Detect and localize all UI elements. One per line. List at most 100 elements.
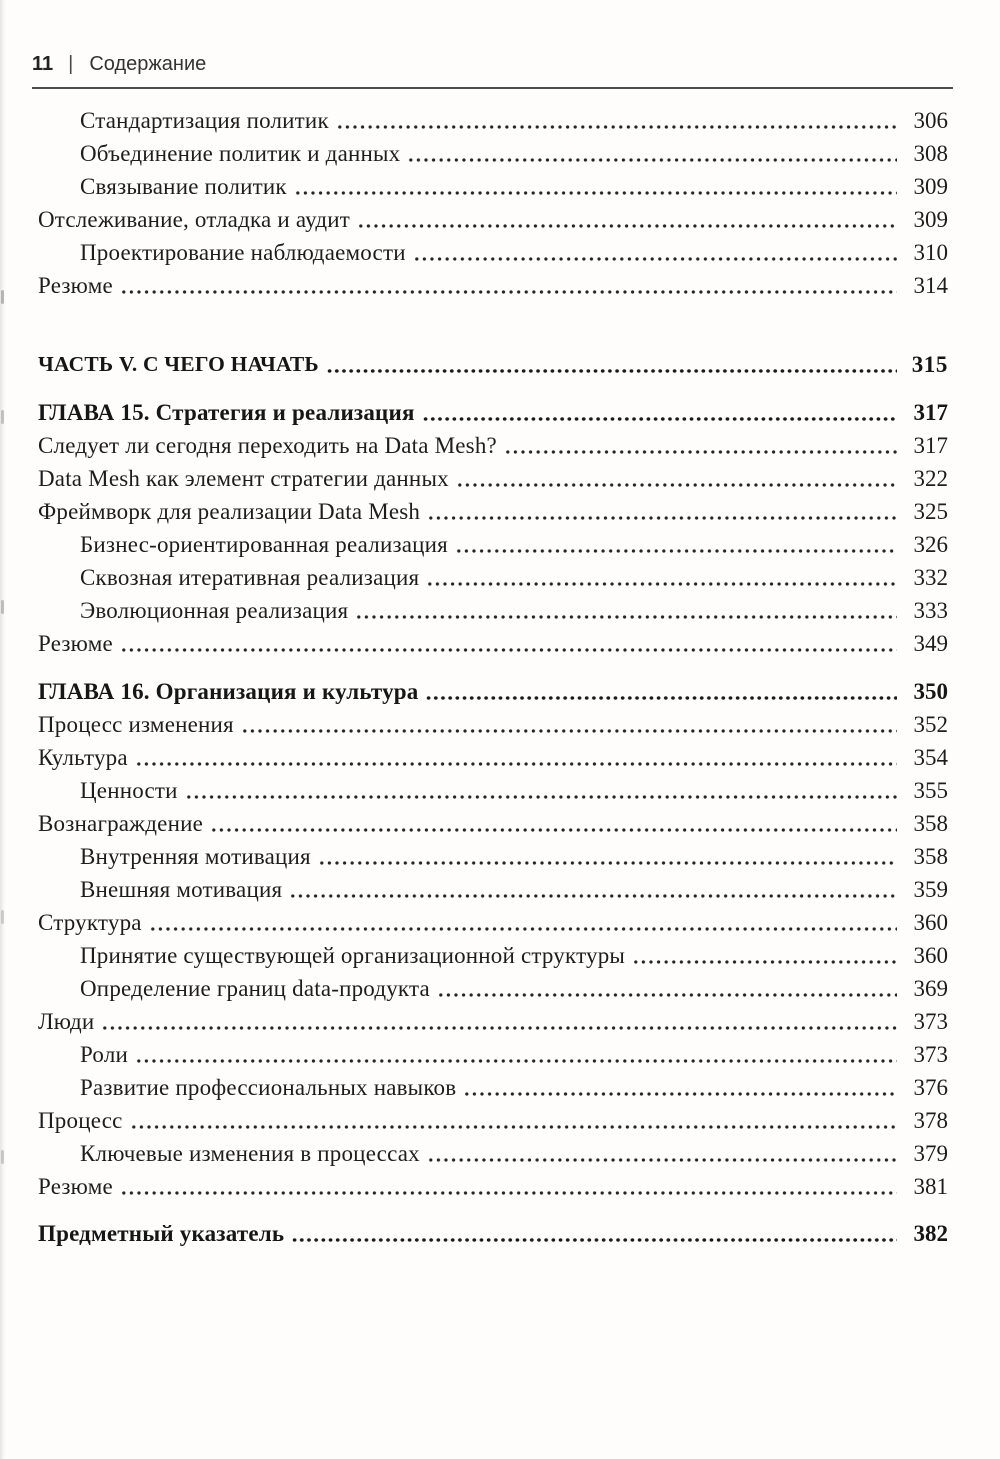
toc-entry: Внутренняя мотивация 358 [38, 839, 948, 872]
dot-leader [421, 395, 897, 428]
toc-entry: Отслеживание, отладка и аудит 309 [38, 202, 948, 235]
toc-entry-page-number: 317 [913, 400, 949, 425]
toc-entry-page-number: 314 [913, 273, 949, 298]
dot-leader [455, 461, 897, 494]
dot-leader [134, 740, 897, 773]
toc-entry-label: Внешняя мотивация [80, 877, 283, 902]
toc-entry-page-number: 317 [913, 433, 949, 458]
toc-entry-label: Резюме [38, 631, 113, 656]
toc-entry-label: Внутренняя мотивация [80, 844, 311, 869]
dot-leader [184, 773, 897, 806]
toc-entry-page-number: 325 [913, 499, 949, 524]
toc-entry: Культура 354 [38, 740, 948, 773]
dot-leader [463, 1070, 897, 1103]
toc-entry-page-number: 333 [913, 598, 949, 623]
toc-entry: Вознаграждение 358 [38, 806, 948, 839]
toc-entry-page-number: 354 [913, 745, 949, 770]
table-of-contents: Стандартизация политик 306 Объединение п… [38, 103, 948, 1249]
toc-entry: Резюме 314 [38, 268, 948, 301]
toc-entry-page-number: 369 [913, 976, 949, 1001]
toc-entry: ЧАСТЬ V. С ЧЕГО НАЧАТЬ 315 [38, 347, 948, 380]
toc-entry: Проектирование наблюдаемости 310 [38, 235, 948, 268]
toc-entry-page-number: 306 [913, 108, 949, 133]
dot-leader [426, 1136, 897, 1169]
toc-entry-page-number: 308 [913, 141, 949, 166]
toc-entry-label: Ключевые изменения в процессах [80, 1141, 420, 1166]
page-header: 11 | Содержание [32, 52, 953, 89]
toc-entry-label: Фреймворк для реализации Data Mesh [38, 499, 421, 524]
toc-entry-page-number: 360 [913, 910, 949, 935]
dot-leader [426, 560, 897, 593]
scan-edge-artifact [0, 0, 6, 1459]
toc-entry-label: Люди [38, 1009, 95, 1034]
toc-entry: Объединение политик и данных 308 [38, 136, 948, 169]
toc-entry-page-number: 376 [913, 1075, 949, 1100]
toc-entry: Бизнес-ориентированная реализация 326 [38, 527, 948, 560]
dot-leader [291, 1216, 897, 1249]
page-number: 11 [32, 53, 54, 75]
toc-entry-label: Резюме [38, 273, 113, 298]
toc-entry-label: Ценности [80, 778, 178, 803]
toc-entry: Резюме 349 [38, 626, 948, 659]
dot-leader [148, 905, 897, 938]
toc-entry: Развитие профессиональных навыков 376 [38, 1070, 948, 1103]
toc-entry-label: Связывание политик [80, 174, 287, 199]
toc-entry-label: Стандартизация политик [80, 108, 329, 133]
dot-leader [407, 136, 897, 169]
dot-leader [355, 593, 897, 626]
dot-leader [317, 839, 897, 872]
toc-entry-label: Следует ли сегодня переходить на Data Me… [38, 433, 497, 458]
toc-entry-label: Процесс изменения [38, 712, 234, 737]
toc-entry-page-number: 349 [913, 631, 949, 656]
dot-leader [425, 674, 897, 707]
toc-entry-label: ГЛАВА 16. Организация и культура [38, 679, 419, 704]
toc-entry: Резюме 381 [38, 1169, 948, 1202]
dot-leader [454, 527, 897, 560]
dot-leader [135, 1037, 897, 1070]
toc-entry-page-number: 360 [913, 943, 949, 968]
toc-entry-page-number: 373 [913, 1009, 949, 1034]
dot-leader [325, 347, 897, 380]
toc-entry: Связывание политик 309 [38, 169, 948, 202]
toc-entry-label: Резюме [38, 1174, 113, 1199]
toc-entry-label: Развитие профессиональных навыков [80, 1075, 457, 1100]
toc-entry-label: Data Mesh как элемент стратегии данных [38, 466, 449, 491]
dot-leader [335, 103, 897, 136]
toc-entry-label: Структура [38, 910, 142, 935]
toc-entry: Люди 373 [38, 1004, 948, 1037]
dot-leader [129, 1103, 897, 1136]
dot-leader [427, 494, 897, 527]
dot-leader [119, 1169, 897, 1202]
page-title: Содержание [89, 53, 207, 75]
toc-entry-page-number: 355 [913, 778, 949, 803]
toc-entry-label: Культура [38, 745, 128, 770]
toc-entry: ГЛАВА 15. Стратегия и реализация 317 [38, 395, 948, 428]
toc-entry-label: ЧАСТЬ V. С ЧЕГО НАЧАТЬ [38, 352, 319, 376]
toc-entry-page-number: 378 [913, 1108, 949, 1133]
toc-entry: Принятие существующей организационной ст… [38, 938, 948, 971]
dot-leader [632, 938, 897, 971]
toc-entry-page-number: 381 [913, 1174, 949, 1199]
dot-leader [119, 626, 897, 659]
toc-entry: Предметный указатель 382 [38, 1216, 948, 1249]
toc-entry: ГЛАВА 16. Организация и культура 350 [38, 674, 948, 707]
toc-entry-label: Проектирование наблюдаемости [80, 240, 406, 265]
toc-entry: Фреймворк для реализации Data Mesh 325 [38, 494, 948, 527]
toc-entry-label: ГЛАВА 15. Стратегия и реализация [38, 400, 415, 425]
toc-entry: Эволюционная реализация 333 [38, 593, 948, 626]
toc-entry-label: Эволюционная реализация [80, 598, 349, 623]
toc-entry-label: Отслеживание, отладка и аудит [38, 207, 350, 232]
toc-entry: Внешняя мотивация 359 [38, 872, 948, 905]
toc-entry-label: Сквозная итеративная реализация [80, 565, 420, 590]
toc-entry-page-number: 350 [913, 679, 949, 704]
toc-entry-page-number: 373 [913, 1042, 949, 1067]
toc-entry-page-number: 358 [913, 811, 949, 836]
toc-entry-page-number: 358 [913, 844, 949, 869]
toc-entry-page-number: 359 [913, 877, 949, 902]
toc-entry-label: Роли [80, 1042, 129, 1067]
toc-entry-page-number: 352 [913, 712, 949, 737]
toc-entry-page-number: 332 [913, 565, 949, 590]
toc-entry: Процесс изменения 352 [38, 707, 948, 740]
toc-entry: Процесс 378 [38, 1103, 948, 1136]
